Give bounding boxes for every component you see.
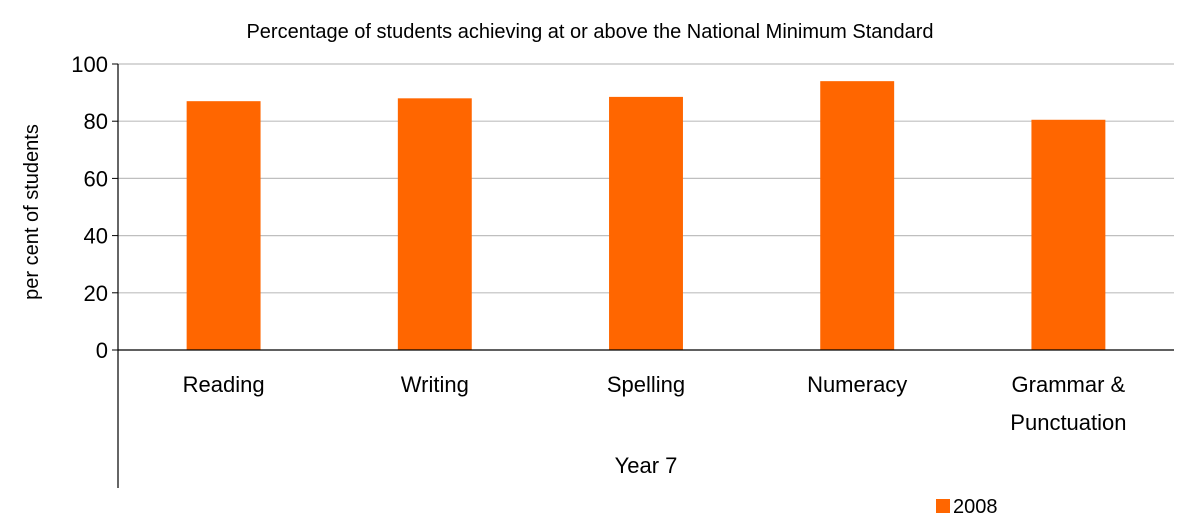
axes <box>117 64 1174 488</box>
chart-title: Percentage of students achieving at or a… <box>246 21 933 43</box>
bar-spelling <box>609 96 683 350</box>
x-category-labels: Reading Writing Spelling Numeracy Grammar & P… <box>183 372 1127 435</box>
x-tick-label: Spelling <box>607 372 685 397</box>
bar-numeracy <box>820 81 895 350</box>
y-axis-title: per cent of students <box>21 124 43 300</box>
x-tick-label: Grammar & <box>1012 372 1126 397</box>
x-group-label: Year 7 <box>615 453 678 478</box>
bar-writing <box>397 98 472 350</box>
bars <box>186 81 1106 351</box>
x-tick-label: Numeracy <box>807 372 907 397</box>
y-tick-label: 40 <box>84 224 108 249</box>
y-tick-label: 100 <box>71 52 108 77</box>
bar-grammar-punctuation <box>1031 119 1106 351</box>
legend-label: 2008 <box>953 496 998 515</box>
y-tick-label: 80 <box>84 109 108 134</box>
y-tick-label: 0 <box>96 338 108 363</box>
y-tick-label: 20 <box>84 281 108 306</box>
legend-swatch <box>936 499 950 513</box>
bar-reading <box>186 101 261 351</box>
x-tick-label: Writing <box>401 372 469 397</box>
y-tick-label: 60 <box>84 166 108 191</box>
x-tick-label: Punctuation <box>1010 410 1126 435</box>
legend: 2008 <box>936 496 998 518</box>
y-tick-labels: 0 20 40 60 80 100 <box>71 52 118 363</box>
x-tick-label: Reading <box>183 372 265 397</box>
